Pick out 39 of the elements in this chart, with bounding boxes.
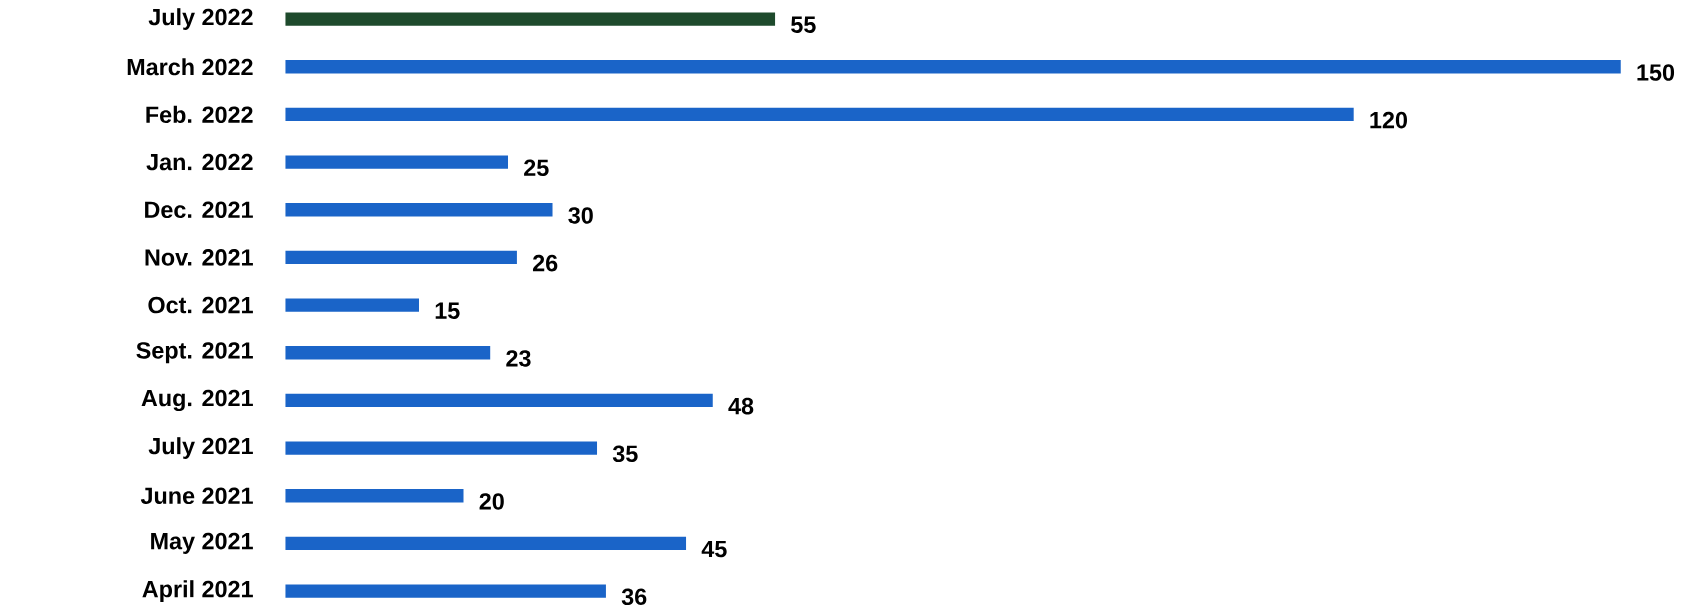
- bar: [285, 203, 553, 217]
- y-tick-label: Nov. 2021: [145, 249, 253, 266]
- bar: [285, 584, 606, 598]
- bar: [285, 107, 1354, 121]
- y-tick-label: July 2022: [148, 8, 253, 30]
- data-label: 45: [701, 540, 727, 558]
- bar: [285, 489, 464, 503]
- data-label: 25: [524, 159, 549, 176]
- y-tick-label: Dec. 2021: [145, 201, 253, 218]
- data-label: 150: [1637, 64, 1675, 81]
- data-label: 15: [435, 302, 460, 319]
- bar: [285, 393, 713, 407]
- bar: [285, 250, 517, 264]
- bar: [285, 60, 1621, 74]
- y-tick-label: June 2021: [140, 487, 253, 504]
- bar: [285, 298, 419, 312]
- y-tick-label: Jan. 2022: [146, 153, 253, 171]
- data-label: 55: [791, 16, 816, 33]
- y-tick-label: Feb. 2022: [146, 105, 253, 123]
- y-tick-label: July 2021: [148, 437, 253, 459]
- bar: [285, 155, 509, 169]
- y-tick-label: Aug. 2021: [141, 389, 253, 411]
- y-tick-label: April 2021: [142, 580, 253, 602]
- bar: [285, 12, 776, 26]
- y-tick-label: May 2021: [151, 532, 253, 554]
- bar: [285, 441, 598, 455]
- y-tick-label: Oct. 2021: [148, 296, 253, 314]
- data-label: 48: [728, 397, 754, 415]
- data-label: 120: [1370, 111, 1407, 129]
- data-label: 35: [612, 445, 638, 463]
- data-label: 36: [621, 588, 647, 606]
- data-label: 30: [568, 207, 593, 224]
- y-tick-label: March 2022: [127, 58, 253, 76]
- data-label: 20: [479, 493, 504, 510]
- data-label: 26: [532, 254, 558, 272]
- bar: [285, 536, 687, 550]
- data-label: 23: [506, 350, 531, 367]
- bar: [285, 346, 491, 360]
- y-tick-label: Sept. 2021: [136, 342, 253, 364]
